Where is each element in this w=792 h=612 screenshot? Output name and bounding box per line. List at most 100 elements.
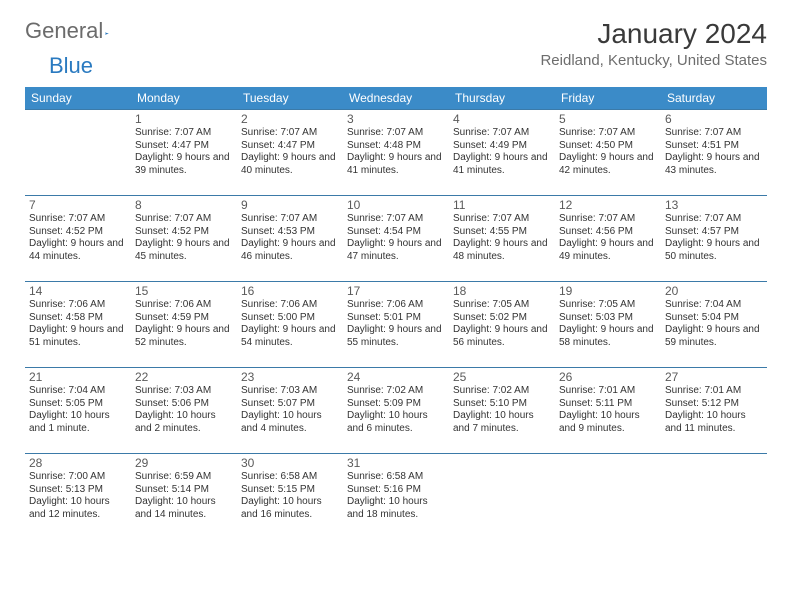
day-details: Sunrise: 7:07 AMSunset: 4:51 PMDaylight:… [665,127,763,177]
day-details: Sunrise: 7:07 AMSunset: 4:55 PMDaylight:… [453,213,551,263]
calendar-day-cell: 21Sunrise: 7:04 AMSunset: 5:05 PMDayligh… [25,368,131,454]
day-number: 17 [347,284,445,298]
day-details: Sunrise: 7:07 AMSunset: 4:54 PMDaylight:… [347,213,445,263]
calendar-day-cell: 20Sunrise: 7:04 AMSunset: 5:04 PMDayligh… [661,282,767,368]
day-number: 27 [665,370,763,384]
calendar-day-cell: 28Sunrise: 7:00 AMSunset: 5:13 PMDayligh… [25,454,131,540]
day-details: Sunrise: 6:58 AMSunset: 5:15 PMDaylight:… [241,471,339,521]
calendar-day-cell: 27Sunrise: 7:01 AMSunset: 5:12 PMDayligh… [661,368,767,454]
calendar-week-row: 28Sunrise: 7:00 AMSunset: 5:13 PMDayligh… [25,454,767,540]
day-number: 15 [135,284,233,298]
calendar-day-cell: 29Sunrise: 6:59 AMSunset: 5:14 PMDayligh… [131,454,237,540]
day-details: Sunrise: 7:04 AMSunset: 5:04 PMDaylight:… [665,299,763,349]
day-details: Sunrise: 7:06 AMSunset: 4:59 PMDaylight:… [135,299,233,349]
calendar-week-row: 14Sunrise: 7:06 AMSunset: 4:58 PMDayligh… [25,282,767,368]
calendar-day-cell [449,454,555,540]
calendar-day-cell: 18Sunrise: 7:05 AMSunset: 5:02 PMDayligh… [449,282,555,368]
day-number: 31 [347,456,445,470]
day-number: 6 [665,112,763,126]
calendar-day-cell: 3Sunrise: 7:07 AMSunset: 4:48 PMDaylight… [343,110,449,196]
calendar-day-cell: 15Sunrise: 7:06 AMSunset: 4:59 PMDayligh… [131,282,237,368]
day-number: 1 [135,112,233,126]
calendar-day-cell: 8Sunrise: 7:07 AMSunset: 4:52 PMDaylight… [131,196,237,282]
calendar-day-cell: 2Sunrise: 7:07 AMSunset: 4:47 PMDaylight… [237,110,343,196]
weekday-header: Saturday [661,87,767,110]
calendar-day-cell: 9Sunrise: 7:07 AMSunset: 4:53 PMDaylight… [237,196,343,282]
day-details: Sunrise: 7:02 AMSunset: 5:09 PMDaylight:… [347,385,445,435]
flag-icon [105,22,109,40]
calendar-day-cell: 6Sunrise: 7:07 AMSunset: 4:51 PMDaylight… [661,110,767,196]
calendar-day-cell: 11Sunrise: 7:07 AMSunset: 4:55 PMDayligh… [449,196,555,282]
day-details: Sunrise: 7:06 AMSunset: 5:01 PMDaylight:… [347,299,445,349]
calendar-day-cell: 24Sunrise: 7:02 AMSunset: 5:09 PMDayligh… [343,368,449,454]
weekday-header: Wednesday [343,87,449,110]
calendar-day-cell: 4Sunrise: 7:07 AMSunset: 4:49 PMDaylight… [449,110,555,196]
day-details: Sunrise: 7:07 AMSunset: 4:50 PMDaylight:… [559,127,657,177]
day-number: 16 [241,284,339,298]
weekday-header: Sunday [25,87,131,110]
logo: General [25,18,129,44]
day-details: Sunrise: 7:01 AMSunset: 5:12 PMDaylight:… [665,385,763,435]
calendar-day-cell: 5Sunrise: 7:07 AMSunset: 4:50 PMDaylight… [555,110,661,196]
day-details: Sunrise: 7:07 AMSunset: 4:49 PMDaylight:… [453,127,551,177]
day-details: Sunrise: 7:07 AMSunset: 4:56 PMDaylight:… [559,213,657,263]
calendar-day-cell: 14Sunrise: 7:06 AMSunset: 4:58 PMDayligh… [25,282,131,368]
calendar-day-cell: 13Sunrise: 7:07 AMSunset: 4:57 PMDayligh… [661,196,767,282]
day-details: Sunrise: 7:07 AMSunset: 4:48 PMDaylight:… [347,127,445,177]
day-number: 3 [347,112,445,126]
day-details: Sunrise: 7:04 AMSunset: 5:05 PMDaylight:… [29,385,127,435]
day-number: 28 [29,456,127,470]
day-number: 10 [347,198,445,212]
weekday-header: Tuesday [237,87,343,110]
calendar-day-cell: 22Sunrise: 7:03 AMSunset: 5:06 PMDayligh… [131,368,237,454]
day-number: 19 [559,284,657,298]
day-details: Sunrise: 7:05 AMSunset: 5:03 PMDaylight:… [559,299,657,349]
day-details: Sunrise: 7:07 AMSunset: 4:47 PMDaylight:… [241,127,339,177]
calendar-day-cell: 10Sunrise: 7:07 AMSunset: 4:54 PMDayligh… [343,196,449,282]
logo-word2: Blue [49,53,93,78]
day-details: Sunrise: 7:07 AMSunset: 4:53 PMDaylight:… [241,213,339,263]
day-number: 18 [453,284,551,298]
calendar-day-cell [25,110,131,196]
day-details: Sunrise: 6:59 AMSunset: 5:14 PMDaylight:… [135,471,233,521]
weekday-header-row: Sunday Monday Tuesday Wednesday Thursday… [25,87,767,110]
day-details: Sunrise: 6:58 AMSunset: 5:16 PMDaylight:… [347,471,445,521]
day-details: Sunrise: 7:07 AMSunset: 4:52 PMDaylight:… [29,213,127,263]
calendar-day-cell: 12Sunrise: 7:07 AMSunset: 4:56 PMDayligh… [555,196,661,282]
calendar-week-row: 1Sunrise: 7:07 AMSunset: 4:47 PMDaylight… [25,110,767,196]
logo-word1: General [25,18,103,44]
calendar-week-row: 21Sunrise: 7:04 AMSunset: 5:05 PMDayligh… [25,368,767,454]
day-number: 2 [241,112,339,126]
day-number: 12 [559,198,657,212]
day-number: 14 [29,284,127,298]
calendar-day-cell: 19Sunrise: 7:05 AMSunset: 5:03 PMDayligh… [555,282,661,368]
day-number: 11 [453,198,551,212]
calendar-day-cell: 26Sunrise: 7:01 AMSunset: 5:11 PMDayligh… [555,368,661,454]
day-details: Sunrise: 7:06 AMSunset: 5:00 PMDaylight:… [241,299,339,349]
calendar-day-cell: 7Sunrise: 7:07 AMSunset: 4:52 PMDaylight… [25,196,131,282]
day-number: 25 [453,370,551,384]
calendar-day-cell: 17Sunrise: 7:06 AMSunset: 5:01 PMDayligh… [343,282,449,368]
day-details: Sunrise: 7:03 AMSunset: 5:07 PMDaylight:… [241,385,339,435]
calendar-day-cell: 30Sunrise: 6:58 AMSunset: 5:15 PMDayligh… [237,454,343,540]
month-title: January 2024 [540,18,767,50]
calendar-table: Sunday Monday Tuesday Wednesday Thursday… [25,87,767,540]
day-number: 23 [241,370,339,384]
weekday-header: Friday [555,87,661,110]
day-number: 29 [135,456,233,470]
calendar-week-row: 7Sunrise: 7:07 AMSunset: 4:52 PMDaylight… [25,196,767,282]
day-number: 8 [135,198,233,212]
day-details: Sunrise: 7:07 AMSunset: 4:57 PMDaylight:… [665,213,763,263]
day-number: 21 [29,370,127,384]
day-details: Sunrise: 7:07 AMSunset: 4:47 PMDaylight:… [135,127,233,177]
day-details: Sunrise: 7:05 AMSunset: 5:02 PMDaylight:… [453,299,551,349]
calendar-day-cell: 23Sunrise: 7:03 AMSunset: 5:07 PMDayligh… [237,368,343,454]
calendar-day-cell [661,454,767,540]
calendar-day-cell: 31Sunrise: 6:58 AMSunset: 5:16 PMDayligh… [343,454,449,540]
day-number: 4 [453,112,551,126]
calendar-day-cell: 25Sunrise: 7:02 AMSunset: 5:10 PMDayligh… [449,368,555,454]
day-number: 26 [559,370,657,384]
day-number: 24 [347,370,445,384]
weekday-header: Monday [131,87,237,110]
day-details: Sunrise: 7:07 AMSunset: 4:52 PMDaylight:… [135,213,233,263]
